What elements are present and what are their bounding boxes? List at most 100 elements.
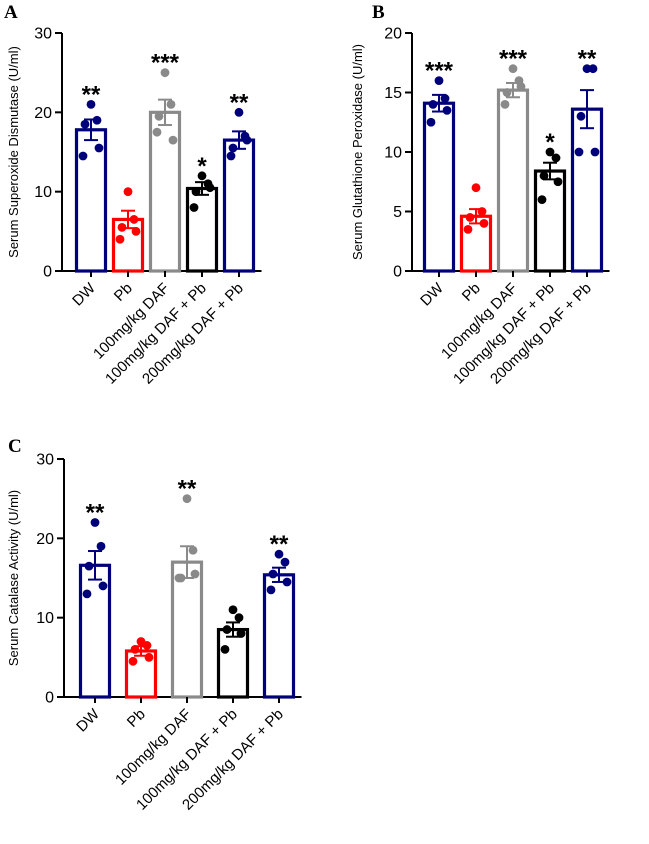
data-point <box>508 64 518 74</box>
data-point <box>94 143 104 153</box>
data-point <box>228 605 238 615</box>
bar-group: ** <box>74 81 108 273</box>
data-point <box>537 195 547 205</box>
data-point <box>128 656 138 666</box>
significance-marker: *** <box>425 58 454 85</box>
data-point <box>96 541 106 551</box>
bar <box>185 186 219 273</box>
y-axis-title: Serum Catalase Activity (U/ml) <box>6 490 21 666</box>
data-point <box>197 171 207 181</box>
y-tick-label: 20 <box>36 531 54 548</box>
data-point <box>442 105 452 115</box>
data-point <box>98 581 108 591</box>
chart-panel-b: B Serum Glutathione Peroxidase (U/ml) 0 5 10… <box>350 2 610 388</box>
significance-marker: ** <box>578 46 597 73</box>
bar <box>496 88 530 273</box>
data-point <box>574 147 584 157</box>
data-point <box>268 569 278 579</box>
bar-group: *** <box>148 50 182 273</box>
bar <box>422 101 456 273</box>
bar <box>533 169 567 273</box>
data-point <box>440 94 450 103</box>
data-point <box>123 187 133 197</box>
y-tick-label: 10 <box>384 145 402 162</box>
data-point <box>222 625 232 634</box>
data-point <box>144 652 154 662</box>
data-point <box>282 577 292 587</box>
chart-panel-c: C Serum Catalase Activity (U/ml) 0 10 20 30 **… <box>6 436 302 814</box>
bar-group <box>216 605 250 699</box>
y-tick-label: 20 <box>34 105 52 122</box>
y-tick-label: 15 <box>384 85 402 102</box>
x-tick-label: DW <box>417 279 447 309</box>
data-point <box>434 76 444 85</box>
y-tick-label: 30 <box>36 452 54 469</box>
data-point <box>166 100 176 109</box>
data-point <box>130 645 140 654</box>
bar-group: ** <box>78 499 112 699</box>
bar <box>570 107 604 273</box>
y-axis-title: Serum Glutathione Peroxidase (U/ml) <box>350 44 365 260</box>
data-point <box>168 135 178 145</box>
data-point <box>590 147 600 157</box>
data-point <box>471 183 481 193</box>
x-tick-label: DW <box>73 705 103 735</box>
data-point <box>428 100 438 109</box>
data-point <box>80 119 90 129</box>
data-point <box>131 226 141 236</box>
data-point <box>545 147 555 157</box>
data-point <box>220 645 230 654</box>
data-point <box>426 117 436 127</box>
significance-marker: *** <box>499 46 528 73</box>
data-point <box>188 545 198 555</box>
data-point <box>234 107 244 117</box>
data-point <box>477 207 487 216</box>
data-point <box>82 589 92 599</box>
y-tick-label: 30 <box>34 26 52 43</box>
data-point <box>92 115 102 125</box>
data-point <box>174 573 184 583</box>
data-point <box>576 111 586 121</box>
bar-group: *** <box>496 46 530 273</box>
data-point <box>152 127 162 137</box>
data-point <box>539 171 549 181</box>
data-point <box>228 143 238 153</box>
bar <box>148 110 182 273</box>
data-point <box>465 213 475 222</box>
data-point <box>190 569 200 579</box>
significance-marker: ** <box>270 531 289 558</box>
x-tick-label: Pb <box>459 280 484 305</box>
bar <box>216 627 250 699</box>
y-tick-label: 5 <box>393 204 402 221</box>
data-point <box>191 187 201 197</box>
y-tick-label: 20 <box>384 26 402 43</box>
significance-marker: * <box>197 153 207 180</box>
data-point <box>90 518 100 527</box>
data-point <box>78 151 88 161</box>
data-point <box>236 629 246 638</box>
x-tick-label: Pb <box>124 706 149 731</box>
bar-group <box>124 637 158 699</box>
y-tick-label: 0 <box>43 264 52 281</box>
data-point <box>115 234 125 244</box>
bar-group: ** <box>570 46 604 273</box>
data-point <box>234 613 244 623</box>
data-point <box>463 224 473 234</box>
data-point <box>266 585 276 595</box>
bar-group: *** <box>422 58 456 273</box>
significance-marker: * <box>545 129 555 156</box>
bar <box>170 560 204 699</box>
data-point <box>226 151 236 161</box>
data-point <box>551 153 561 163</box>
data-point <box>182 494 192 504</box>
data-point <box>205 183 215 193</box>
data-point <box>154 111 164 121</box>
y-tick-label: 0 <box>45 690 54 707</box>
bar-group <box>111 187 145 273</box>
bar-group: ** <box>262 531 296 699</box>
significance-marker: ** <box>86 499 105 526</box>
bar-group: * <box>533 129 567 273</box>
x-tick-label: DW <box>69 279 99 309</box>
data-point <box>242 135 252 145</box>
